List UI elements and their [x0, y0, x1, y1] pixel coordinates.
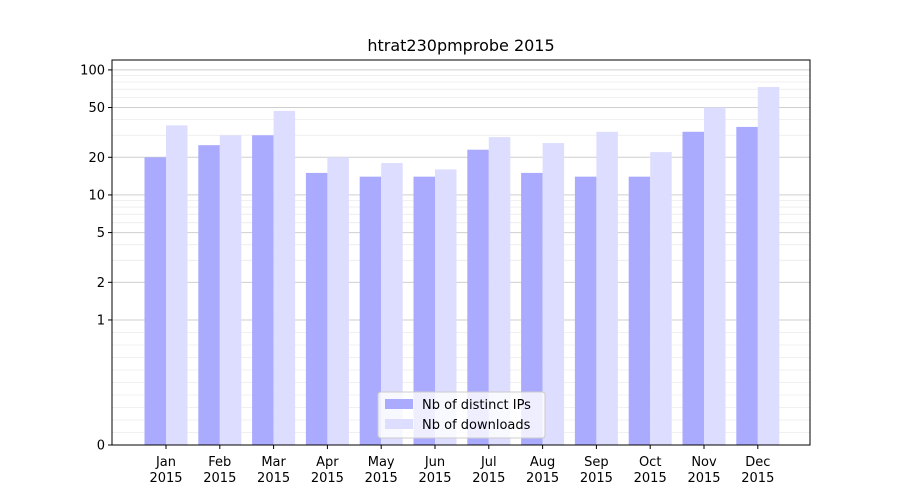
- bar-downloads: [381, 163, 403, 445]
- y-tick-label: 50: [88, 101, 105, 116]
- y-tick-label: 10: [88, 188, 105, 203]
- legend: Nb of distinct IPs Nb of downloads: [377, 391, 546, 439]
- bar-distinct-ips: [359, 176, 382, 445]
- bar-distinct-ips: [736, 126, 758, 446]
- x-tick-label: Apr 2015: [311, 455, 344, 486]
- x-tick-label: Jun 2015: [418, 455, 451, 486]
- bar-distinct-ips: [682, 131, 704, 445]
- y-tick-label: 20: [88, 151, 105, 166]
- bar-downloads: [435, 169, 457, 445]
- bar-distinct-ips: [305, 172, 328, 445]
- x-tick-label: Dec 2015: [741, 455, 774, 486]
- bar-distinct-ips: [521, 172, 543, 445]
- x-tick-label: Oct 2015: [634, 455, 667, 486]
- x-tick-label: Jul 2015: [472, 455, 505, 486]
- bar-downloads: [488, 137, 511, 445]
- y-tick-label: 100: [80, 63, 105, 78]
- bar-downloads: [650, 152, 672, 445]
- legend-swatch: [385, 419, 413, 429]
- chart-title: htrat230pmprobe 2015: [367, 36, 554, 55]
- y-tick-label: 5: [97, 226, 105, 241]
- axes: 0 1 2 5 10 20 50 100 Jan 2015 Feb 2015 Mar 2015 Apr 201…: [80, 59, 811, 486]
- legend-box: [377, 391, 546, 439]
- bar-downloads: [542, 143, 565, 445]
- y-tick-label: 1: [97, 313, 105, 328]
- x-tick-label: Aug 2015: [526, 455, 559, 486]
- bar-distinct-ips: [628, 176, 651, 445]
- bar-distinct-ips: [144, 157, 166, 445]
- legend-label: Nb of distinct IPs: [422, 398, 531, 413]
- plot-frame: [111, 59, 811, 446]
- bar-downloads: [273, 110, 296, 445]
- bar-downloads: [704, 107, 726, 446]
- bar-distinct-ips: [467, 149, 489, 446]
- x-tick-label: Sep 2015: [580, 455, 613, 486]
- bar-distinct-ips: [574, 176, 597, 445]
- bar-downloads: [166, 125, 188, 445]
- bar-distinct-ips: [252, 135, 274, 445]
- bar-downloads: [219, 135, 242, 445]
- x-tick-label: Jan 2015: [149, 455, 182, 486]
- y-tick-label: 0: [97, 439, 105, 454]
- bar-downloads: [757, 86, 780, 445]
- y-tick-label: 2: [97, 276, 105, 291]
- bar-downloads: [596, 131, 618, 445]
- x-tick-label: Mar 2015: [257, 455, 290, 486]
- bars: [144, 86, 780, 446]
- legend-swatch: [385, 399, 413, 409]
- bar-distinct-ips: [198, 145, 220, 445]
- bar-distinct-ips: [413, 176, 435, 445]
- bar-downloads: [327, 157, 349, 445]
- x-tick-label: Feb 2015: [203, 455, 236, 486]
- legend-label: Nb of downloads: [422, 418, 531, 433]
- x-tick-label: Nov 2015: [687, 455, 720, 486]
- x-tick-label: May 2015: [365, 455, 398, 486]
